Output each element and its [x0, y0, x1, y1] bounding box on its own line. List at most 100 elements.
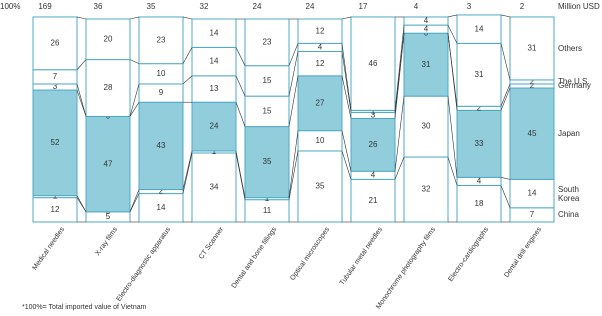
value-label: 4: [424, 16, 429, 25]
bar-segment: [509, 16, 555, 81]
x-tick-label: Monochrome photography films: [375, 226, 437, 311]
connector: [129, 16, 140, 20]
value-label: 31: [528, 44, 537, 53]
value-label: 2: [159, 187, 164, 196]
connector: [182, 16, 193, 20]
bar-segment: [297, 150, 343, 223]
value-label: 31: [475, 70, 484, 79]
total-label: 32: [200, 2, 209, 11]
bar-segment: [297, 50, 343, 77]
value-label: 33: [475, 139, 484, 148]
value-label: 2: [530, 77, 535, 86]
value-label: 1: [212, 147, 217, 156]
value-label: 15: [263, 106, 272, 115]
connector: [288, 130, 299, 198]
connector: [182, 75, 193, 85]
value-label: 21: [369, 196, 378, 205]
footnote: *100%= Total imported value of Vietnam: [22, 304, 147, 311]
bar-segment: [350, 178, 396, 223]
value-label: 34: [210, 183, 219, 192]
connector: [129, 189, 140, 212]
total-label: 36: [94, 2, 103, 11]
value-label: 35: [316, 182, 325, 191]
bar-segment: [509, 178, 555, 209]
value-label: 7: [530, 210, 535, 219]
connector: [129, 83, 140, 117]
value-label: 15: [263, 76, 272, 85]
connector: [235, 75, 246, 97]
bar-segment: [403, 32, 449, 97]
connector: [394, 156, 405, 180]
bar-segment: [403, 95, 449, 158]
value-label: 24: [210, 122, 219, 131]
value-label: 4: [424, 24, 429, 33]
connector: [500, 43, 511, 80]
x-tick-label: Tubular metal needles: [339, 226, 385, 287]
value-label: 2: [530, 81, 535, 90]
value-label: 4: [371, 170, 376, 179]
total-label: 17: [359, 2, 368, 11]
bar-segment: [403, 16, 449, 26]
value-label: 52: [51, 138, 60, 147]
connector: [235, 152, 246, 200]
total-label: 3: [467, 2, 472, 11]
x-tick-label: X-ray films: [94, 226, 119, 258]
bar-segment: [456, 184, 502, 223]
value-label: 46: [369, 59, 378, 68]
x-tick-label: Electro-cardiographs: [447, 226, 490, 283]
connector: [447, 33, 458, 107]
bar-segment: [138, 193, 184, 223]
connector: [341, 75, 352, 119]
total-label: 24: [306, 2, 315, 11]
connector: [447, 24, 458, 44]
total-label: 4: [414, 2, 419, 11]
connector: [394, 96, 405, 172]
bar-segment: [85, 59, 131, 117]
bar-segment: [244, 18, 290, 67]
x-tick-label: Medical needles: [31, 226, 66, 272]
connector: [288, 150, 299, 200]
legend-label: The U.S.: [558, 77, 590, 87]
connector: [341, 130, 352, 172]
connector: [341, 150, 352, 180]
bar-segment: [244, 126, 290, 199]
value-label: 1: [371, 106, 376, 115]
bar-segment: [350, 117, 396, 172]
connector: [500, 14, 511, 18]
value-label: 10: [157, 69, 166, 78]
connector: [235, 150, 246, 198]
bar-segment: [32, 197, 78, 223]
bar-segment: [456, 14, 502, 44]
value-label: 35: [263, 157, 272, 166]
value-label: 31: [422, 60, 431, 69]
value-label: 43: [157, 141, 166, 150]
value-label: 32: [422, 185, 431, 194]
value-label: 14: [210, 28, 219, 37]
bar-segment: [191, 46, 237, 77]
x-tick-label: Dental and bone fillings: [231, 226, 279, 290]
bar-segment: [350, 16, 396, 111]
bar-segment: [191, 18, 237, 48]
connector: [76, 83, 87, 117]
x-tick-label: CT Scanner: [198, 226, 225, 261]
connector: [235, 47, 246, 66]
connector: [76, 59, 87, 70]
value-label: 23: [157, 35, 166, 44]
legend-label: Others: [558, 43, 583, 53]
legend-label: South Korea: [558, 184, 580, 203]
value-label: 14: [528, 189, 537, 198]
connector: [235, 102, 246, 127]
value-label: 28: [104, 83, 113, 92]
connector: [341, 43, 352, 111]
bar-segment: [32, 16, 78, 71]
connector: [182, 152, 193, 194]
value-label: 4: [318, 43, 323, 52]
bar-segment: [456, 109, 502, 178]
value-label: 10: [316, 136, 325, 145]
connector: [182, 150, 193, 190]
connector: [341, 51, 352, 113]
value-label: 23: [263, 37, 272, 46]
value-label: 3: [371, 111, 376, 120]
bar-segment: [85, 18, 131, 61]
